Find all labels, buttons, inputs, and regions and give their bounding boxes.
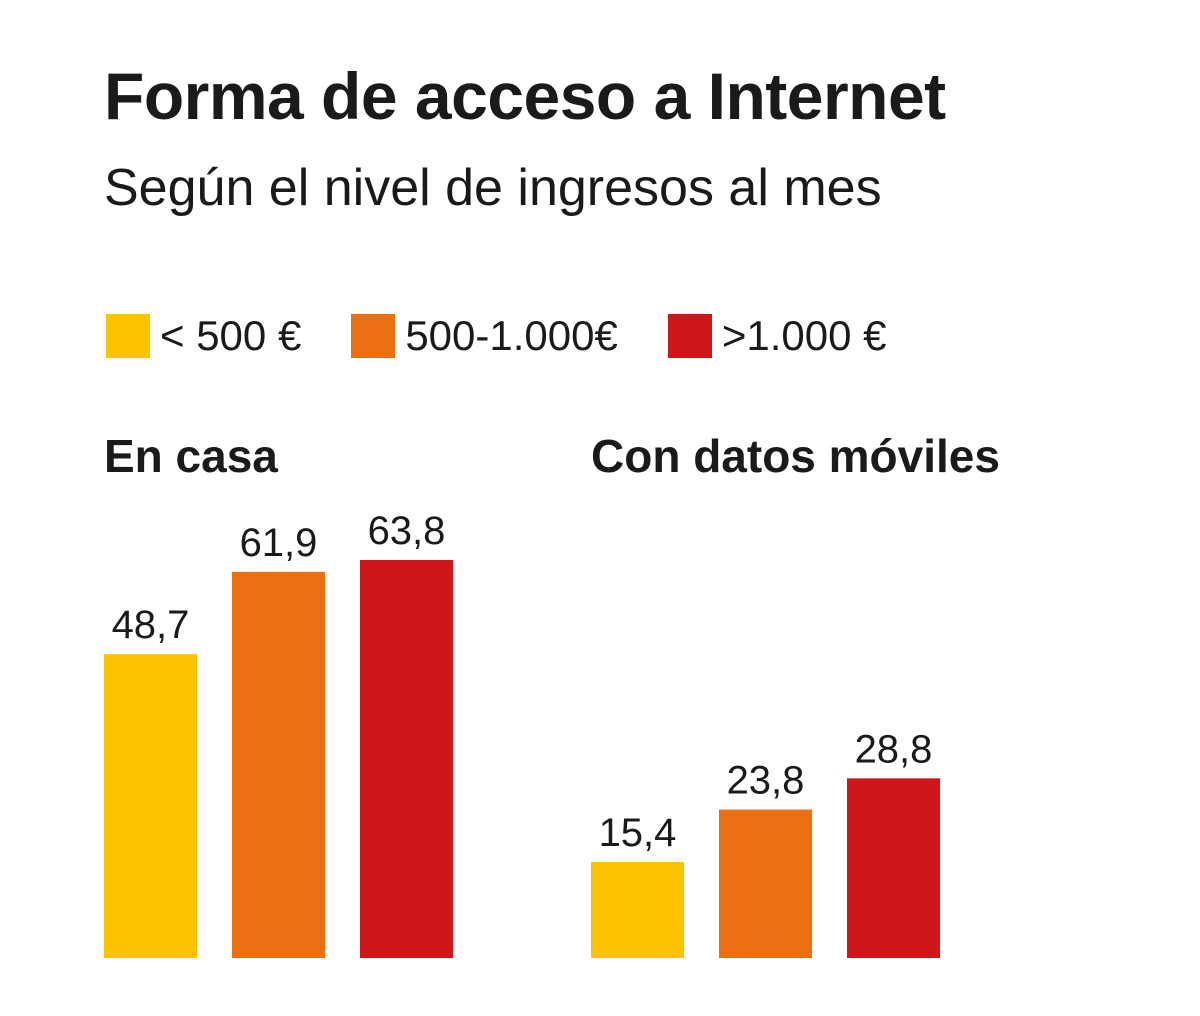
legend-item-high: >1.000 €	[667, 312, 887, 360]
panel-title-en-casa: En casa	[104, 430, 278, 482]
chart-subtitle: Según el nivel de ingresos al mes	[104, 159, 882, 217]
bar-en-casa-high	[360, 560, 453, 958]
legend: < 500 € 500-1.000€ >1.000 €	[106, 312, 937, 360]
value-label-en-casa-mid: 61,9	[240, 521, 318, 565]
bar-datos-moviles-low	[591, 861, 684, 958]
legend-swatch-high	[667, 314, 712, 358]
bar-en-casa-low	[104, 654, 197, 958]
bar-en-casa-mid	[232, 571, 325, 958]
legend-swatch-low	[106, 314, 150, 358]
chart-title: Forma de acceso a Internet	[104, 59, 946, 133]
panel-title-datos-moviles: Con datos móviles	[591, 430, 1000, 482]
legend-item-mid: 500-1.000€	[351, 312, 618, 360]
legend-item-low: < 500 €	[106, 312, 301, 360]
value-label-en-casa-high: 63,8	[368, 509, 446, 553]
bar-datos-moviles-mid	[719, 809, 812, 958]
bar-datos-moviles-high	[847, 778, 940, 958]
legend-label-low: < 500 €	[160, 312, 302, 359]
legend-swatch-mid	[351, 314, 396, 358]
value-label-en-casa-low: 48,7	[112, 603, 190, 647]
legend-label-high: >1.000 €	[721, 312, 887, 359]
value-label-datos-moviles-low: 15,4	[599, 811, 677, 855]
value-label-datos-moviles-mid: 23,8	[727, 759, 805, 803]
value-label-datos-moviles-high: 28,8	[855, 727, 933, 771]
legend-label-mid: 500-1.000€	[405, 312, 618, 359]
